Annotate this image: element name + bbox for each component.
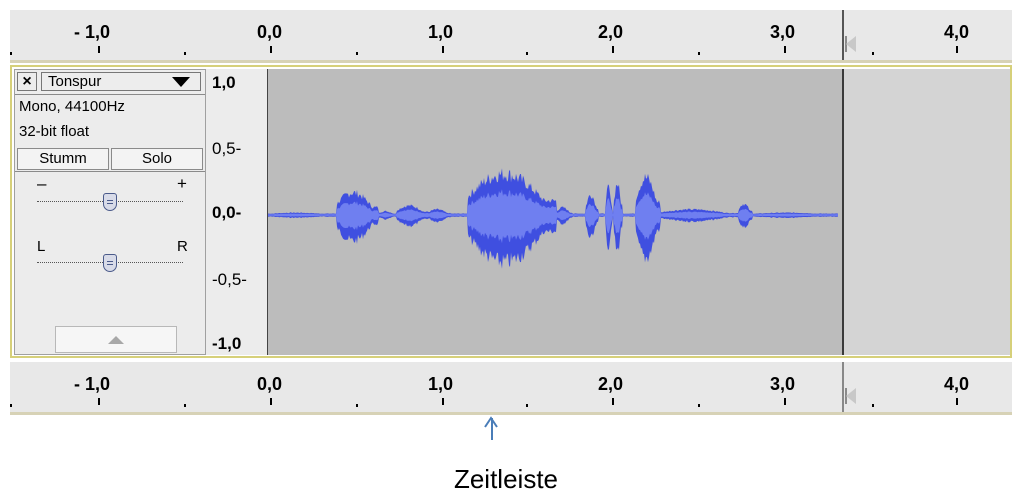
gain-minus-label: – (37, 174, 47, 193)
annotation-arrow-shaft (491, 418, 493, 440)
track-control-panel: × Tonspur Mono, 44100Hz 32-bit float Stu… (14, 69, 206, 355)
ruler-minor-tick (356, 52, 358, 55)
pan-slider-thumb[interactable] (103, 254, 117, 272)
waveform-area[interactable] (268, 69, 842, 355)
ruler-label: - 1,0 (74, 374, 111, 394)
ruler-tick (98, 398, 100, 405)
track-name-bar: × Tonspur (15, 70, 205, 95)
track-name-dropdown[interactable]: Tonspur (41, 72, 201, 91)
ruler-minor-tick (872, 52, 874, 55)
pan-right-label: R (177, 238, 188, 255)
ruler-label: 4,0 (944, 22, 970, 42)
ruler-minor-tick (356, 404, 358, 407)
ruler-tick (956, 398, 958, 405)
track-name: Tonspur (48, 73, 102, 90)
ruler-minor-tick (698, 52, 700, 55)
ruler-label: - 1,0 (74, 22, 111, 42)
timeline-ruler-bottom[interactable]: - 1,0 0,0 1,0 2,0 3,0 4,0 (10, 362, 1012, 412)
play-cursor-line (842, 362, 844, 412)
vertical-amplitude-scale[interactable]: 1,0 0,5- 0,0- -0,5- -1,0 (206, 69, 268, 355)
ruler-tick (442, 46, 444, 53)
annotation-caption: Zeitleiste (453, 464, 559, 494)
dropdown-arrow-icon (172, 77, 190, 87)
track-selection-border (10, 65, 1012, 358)
empty-track-area[interactable] (844, 69, 1010, 355)
track-format-info: 32-bit float (19, 123, 90, 140)
ruler-label: 1,0 (428, 22, 454, 42)
gain-slider-thumb[interactable] (103, 193, 117, 211)
ruler-tick (784, 398, 786, 405)
ruler-minor-tick (872, 404, 874, 407)
ruler-label: 0,0 (257, 374, 283, 394)
ruler-tick (442, 398, 444, 405)
track-rate-info: Mono, 44100Hz (19, 98, 125, 115)
ruler-label: 2,0 (598, 22, 624, 42)
audio-track: × Tonspur Mono, 44100Hz 32-bit float Stu… (10, 65, 1012, 363)
scale-label: 0,5- (212, 139, 242, 158)
mute-button[interactable]: Stumm (17, 148, 109, 170)
ruler-label: 1,0 (428, 374, 454, 394)
scale-label: 1,0 (212, 73, 236, 92)
ruler-label: 3,0 (770, 22, 796, 42)
close-track-button[interactable]: × (17, 72, 37, 91)
ruler-label: 3,0 (770, 374, 796, 394)
ruler-minor-tick (10, 52, 12, 55)
ruler-tick (270, 46, 272, 53)
waveform-rms (268, 189, 838, 244)
ruler-minor-tick (10, 404, 12, 407)
ruler-minor-tick (184, 52, 186, 55)
divider (15, 171, 205, 172)
collapse-up-icon (108, 336, 124, 344)
collapse-track-button[interactable] (55, 326, 177, 353)
ruler-minor-tick (526, 52, 528, 55)
ruler-label: 2,0 (598, 374, 624, 394)
ruler-minor-tick (526, 404, 528, 407)
scale-label: -1,0 (212, 334, 242, 353)
ruler-minor-tick (184, 404, 186, 407)
ruler-tick (270, 398, 272, 405)
ruler-label: 4,0 (944, 374, 970, 394)
scale-label: -0,5- (212, 270, 247, 289)
ruler-divider (10, 412, 1012, 415)
timeline-ruler-top[interactable]: - 1,0 0,0 1,0 2,0 3,0 4,0 (10, 10, 1012, 60)
scale-label: 0,0- (212, 203, 242, 222)
ruler-minor-tick (698, 404, 700, 407)
waveform (268, 168, 838, 269)
ruler-tick (956, 46, 958, 53)
gain-plus-label: + (177, 174, 187, 193)
ruler-tick (612, 398, 614, 405)
play-head-icon[interactable] (846, 388, 856, 404)
play-cursor-line (842, 10, 844, 60)
play-head-icon[interactable] (846, 36, 856, 52)
solo-button[interactable]: Solo (111, 148, 203, 170)
pan-left-label: L (37, 238, 46, 255)
ruler-label: 0,0 (257, 22, 283, 42)
ruler-tick (784, 46, 786, 53)
play-cursor-line (842, 69, 844, 355)
ruler-tick (612, 46, 614, 53)
ruler-tick (98, 46, 100, 53)
ruler-divider (10, 60, 1012, 63)
